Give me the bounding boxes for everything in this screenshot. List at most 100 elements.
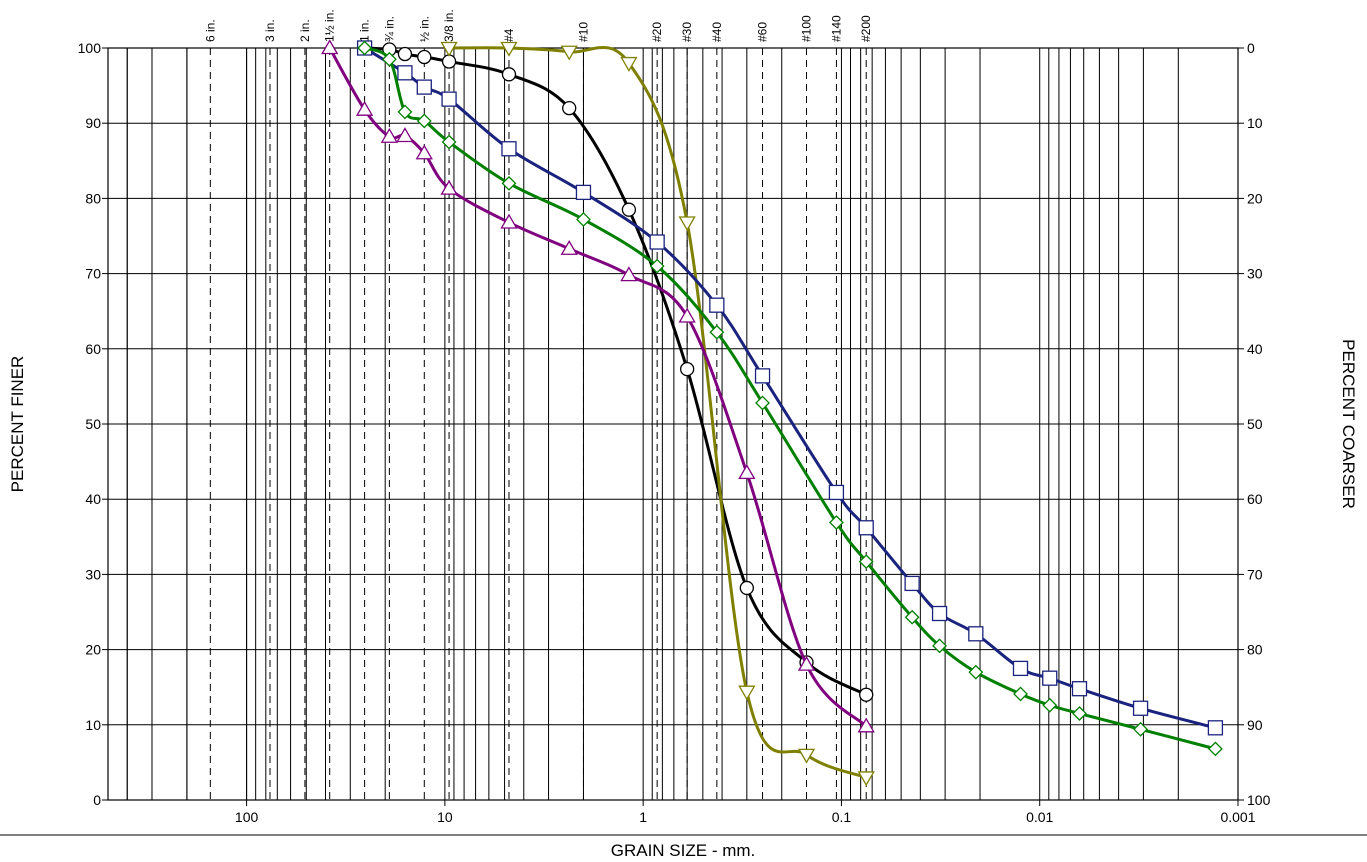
y2-tick-label: 90: [1247, 717, 1263, 733]
y-tick-label: 100: [78, 40, 102, 56]
data-point-triangle-up: [355, 100, 374, 116]
y-tick-label: 40: [85, 491, 101, 507]
sieve-label: #40: [710, 22, 724, 42]
data-point-circle: [679, 361, 695, 377]
data-point-square: [968, 626, 984, 642]
y-tick-label: 70: [85, 266, 101, 282]
data-point-diamond: [441, 134, 457, 150]
sieve-label: 1 in.: [358, 19, 372, 42]
data-point-circle: [441, 54, 457, 69]
y-tick-label: 10: [85, 717, 101, 733]
data-point-square: [709, 297, 725, 313]
data-point-diamond: [858, 554, 874, 570]
series-line: [364, 46, 867, 697]
data-point-square: [858, 520, 874, 536]
data-point-triangle-up: [440, 179, 458, 195]
data-point-square: [397, 65, 413, 81]
y2-tick-label: 0: [1247, 40, 1255, 56]
y2-tick-label: 20: [1247, 190, 1263, 206]
series-triangle-up: [321, 39, 875, 733]
sieve-label: 3/8 in.: [442, 9, 456, 42]
data-point-square: [1207, 720, 1224, 736]
data-point-square: [1012, 660, 1029, 677]
x-tick-label: 100: [235, 809, 259, 825]
y2-tick-label: 80: [1247, 642, 1263, 658]
sieve-label: #200: [859, 15, 873, 42]
data-point-circle: [621, 202, 637, 217]
data-point-triangle-up: [415, 144, 433, 160]
data-point-triangle-up: [678, 307, 696, 323]
y-axis-title: PERCENT FINER: [8, 356, 27, 493]
data-point-square: [416, 79, 432, 95]
series-diamond: [357, 40, 1223, 757]
sieve-label: 2 in.: [298, 19, 312, 42]
sieve-lines: 6 in. 3 in. 2 in. 1½ in. 1 in. ¾ in. ½ in. 3/8 …: [203, 9, 873, 800]
data-point-circle: [859, 687, 874, 702]
x-tick-label: 0.01: [1026, 809, 1053, 825]
y-tick-label: 90: [85, 115, 101, 131]
x-tick-label: 0.001: [1220, 809, 1255, 825]
sieve-label: #20: [650, 22, 664, 42]
data-point-triangle-down: [560, 45, 578, 61]
series-square: [356, 40, 1224, 736]
data-point-triangle-up: [620, 266, 638, 282]
series-circle: [357, 40, 874, 702]
y-tick-label: 50: [85, 416, 101, 432]
data-point-triangle-up: [380, 127, 399, 143]
data-point-square: [1071, 681, 1088, 697]
y-tick-label: 0: [93, 792, 101, 808]
data-point-triangle-up: [396, 127, 414, 143]
data-point-triangle-down: [738, 685, 756, 701]
series-triangle-down: [440, 41, 875, 787]
series: [321, 39, 1224, 787]
x-tick-label: 1: [639, 809, 647, 825]
data-point-square: [441, 91, 457, 107]
sieve-label: #4: [502, 28, 516, 42]
data-point-triangle-down: [857, 771, 875, 787]
sieve-label: 1½ in.: [323, 9, 337, 42]
data-point-triangle-down: [500, 41, 518, 57]
x-axis-ticks: 100 10 1 0.1 0.01 0.001: [235, 800, 1256, 825]
sieve-label: #30: [680, 22, 694, 42]
data-point-square: [649, 234, 665, 250]
data-point-diamond: [501, 175, 517, 191]
data-point-diamond: [904, 609, 920, 625]
data-point-diamond: [968, 664, 984, 680]
data-point-triangle-up: [500, 213, 518, 229]
y2-tick-label: 30: [1247, 266, 1263, 282]
y-tick-label: 20: [85, 642, 101, 658]
y2-tick-label: 70: [1247, 566, 1263, 582]
data-point-diamond: [357, 40, 373, 56]
series-line: [363, 46, 1216, 751]
data-point-diamond: [576, 212, 591, 227]
data-point-circle: [562, 101, 577, 116]
sieve-label: 3 in.: [263, 19, 277, 42]
sieve-label: #140: [829, 15, 843, 42]
data-point-diamond: [1042, 697, 1058, 713]
data-point-diamond: [397, 104, 413, 120]
data-point-diamond: [709, 324, 725, 340]
data-point-triangle-down: [440, 41, 458, 57]
y2-axis-title: PERCENT COARSER: [1339, 339, 1358, 509]
data-point-diamond: [755, 395, 770, 411]
sieve-label: ½ in.: [417, 16, 431, 42]
data-point-triangle-up: [857, 717, 875, 733]
data-point-triangle-up: [797, 655, 816, 671]
y-tick-label: 60: [85, 341, 101, 357]
data-point-diamond: [649, 258, 665, 274]
y-tick-label: 30: [85, 566, 101, 582]
data-point-diamond: [1133, 721, 1148, 737]
data-point-square: [575, 184, 592, 201]
data-point-square: [1042, 670, 1058, 686]
sieve-label: 6 in.: [203, 19, 217, 42]
data-point-diamond: [416, 113, 432, 129]
sieve-label: #60: [756, 22, 770, 42]
sieve-label: #100: [800, 15, 814, 42]
data-point-triangle-up: [560, 239, 578, 255]
data-point-square: [931, 605, 948, 622]
data-point-square: [828, 484, 845, 501]
data-point-square: [754, 368, 771, 384]
data-point-square: [904, 575, 920, 592]
x-tick-label: 0.1: [832, 809, 852, 825]
